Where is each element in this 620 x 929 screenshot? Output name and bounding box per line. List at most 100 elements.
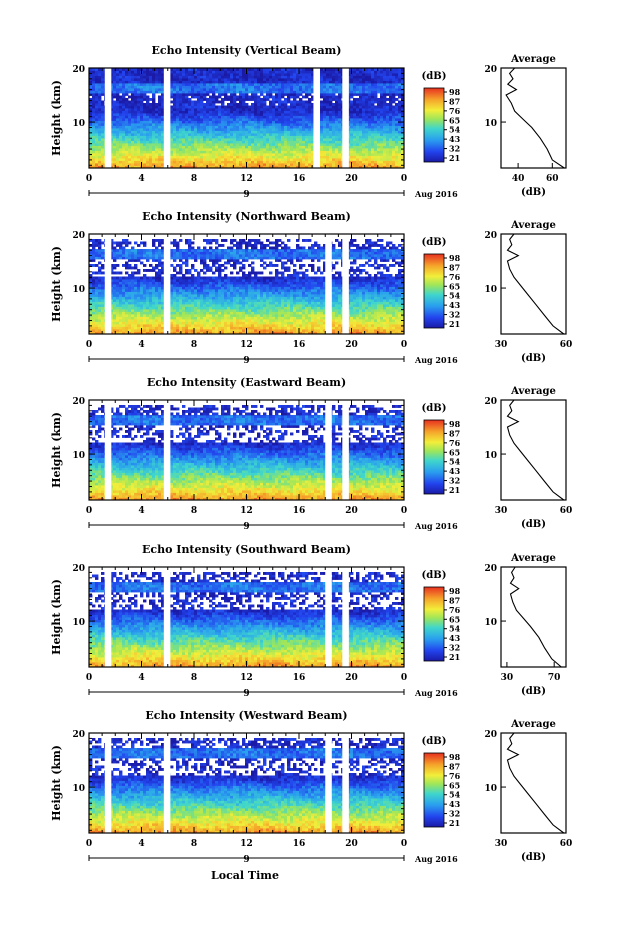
heatmap-cell [263,70,267,74]
heatmap-cell [116,78,120,81]
heatmap-cell [272,105,276,109]
heatmap-cell [161,93,165,96]
heatmap-cell [128,105,132,109]
heatmap-cell [173,70,177,74]
heatmap-cell [305,160,309,164]
heatmap-cell [293,98,297,101]
heatmap-cell [128,324,132,327]
heatmap-cell [269,160,273,164]
heatmap-cell [203,316,207,320]
heatmap-cell [386,115,390,119]
heatmap-cell [116,105,120,109]
heatmap-cell [155,120,159,124]
heatmap-cell [248,120,252,124]
heatmap-cell [200,75,204,79]
heatmap-cell [335,163,339,166]
heatmap-cell [188,105,192,109]
heatmap-cell [332,145,336,149]
heatmap-cell [311,135,315,139]
heatmap-cell [317,329,321,332]
heatmap-cell [242,153,246,156]
heatmap-cell [398,110,402,114]
heatmap-cell [251,98,255,101]
heatmap-cell [125,135,129,139]
heatmap-cell [125,100,129,104]
heatmap-cell [113,85,117,89]
heatmap-cell [152,123,156,126]
heatmap-cell [173,135,177,139]
heatmap-cell [92,153,96,156]
heatmap-cell [350,115,354,119]
heatmap-cell [116,160,120,164]
heatmap-cell [338,105,342,109]
heatmap-cell [272,70,276,74]
heatmap-cell [254,80,258,84]
heatmap-cell [338,110,342,114]
heatmap-cell [371,75,375,79]
heatmap-cell [296,73,300,76]
heatmap-cell [302,331,306,335]
heatmap-cell [143,110,147,114]
heatmap-cell [275,75,279,79]
heatmap-cell [170,123,174,126]
heatmap-cell [362,120,366,124]
heatmap-cell [176,316,180,320]
heatmap-cell [275,83,279,86]
heatmap-cell [239,113,243,116]
heatmap-cell [131,165,135,169]
heatmap-cell [149,153,153,156]
heatmap-cell [353,319,357,322]
heatmap-cell [152,331,156,335]
heatmap-cell [257,85,261,89]
heatmap-cell [377,155,381,159]
heatmap-cell [200,331,204,335]
heatmap-cell [392,115,396,119]
heatmap-cell [170,331,174,335]
heatmap-cell [212,75,216,79]
heatmap-cell [401,75,405,79]
heatmap-cell [266,140,270,144]
heatmap-cell [227,158,231,161]
heatmap-cell [191,138,195,141]
heatmap-cell [203,319,207,322]
heatmap-cell [158,98,162,101]
heatmap-cell [89,80,93,84]
heatmap-cell [392,324,396,327]
heatmap-cell [221,319,225,322]
heatmap-cell [221,93,225,96]
heatmap-cell [272,128,276,131]
heatmap-cell [122,118,126,121]
heatmap-cell [227,319,231,322]
heatmap-cell [350,150,354,154]
heatmap-cell [236,108,240,111]
heatmap-cell [137,75,141,79]
heatmap-cell [119,80,123,84]
heatmap-cell [254,98,258,101]
heatmap-cell [371,140,375,144]
heatmap-cell [332,98,336,101]
heatmap-cell [359,321,363,325]
heatmap-cell [350,143,354,146]
heatmap-cell [326,163,330,166]
heatmap-cell [269,319,273,322]
heatmap-cell [401,80,405,84]
heatmap-cell [161,331,165,335]
heatmap-cell [128,165,132,169]
heatmap-cell [350,108,354,111]
heatmap-cell [110,85,114,89]
heatmap-cell [188,133,192,136]
heatmap-cell [290,316,294,320]
heatmap-cell [365,143,369,146]
heatmap-cell [95,163,99,166]
heatmap-cell [278,163,282,166]
heatmap-cell [401,95,405,99]
heatmap-cell [269,150,273,154]
heatmap-cell [371,326,375,330]
heatmap-cell [362,329,366,332]
heatmap-cell [254,135,258,139]
heatmap-cell [236,125,240,129]
heatmap-cell [206,120,210,124]
heatmap-cell [365,326,369,330]
heatmap-cell [194,125,198,129]
heatmap-cell [293,113,297,116]
